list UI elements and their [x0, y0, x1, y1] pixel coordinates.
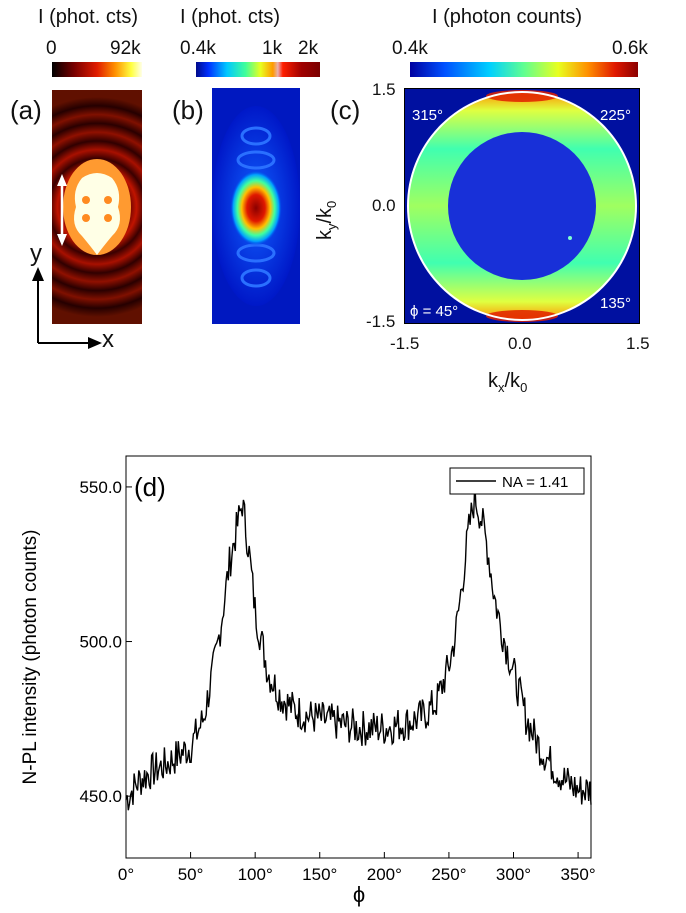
colorbar-b-tick-3: 2k: [298, 38, 319, 59]
plot-frame: [125, 455, 592, 859]
panel-d-letter: (d): [134, 472, 166, 502]
colorbar-a-min: 0: [46, 38, 57, 59]
panel-c-xtick-2: 0.0: [508, 334, 532, 353]
angle-label-135: 135°: [600, 295, 631, 312]
colorbar-a-title: I (phot. cts): [38, 6, 139, 28]
axis-y-label: y: [30, 240, 42, 267]
panel-a-image: [52, 90, 142, 324]
legend: NA = 1.41: [449, 467, 585, 495]
x-tick-label: 200°: [367, 865, 402, 884]
x-axis-label: ϕ: [353, 882, 365, 907]
x-tick-label: 250°: [431, 865, 466, 884]
x-tick-label: 50°: [178, 865, 204, 884]
colorbar-a: [52, 62, 142, 77]
axis-x-label: x: [102, 326, 114, 353]
panel-c-xtick-3: 1.5: [626, 334, 650, 353]
colorbar-b-title: I (phot. cts): [180, 6, 281, 28]
legend-label: NA = 1.41: [502, 474, 568, 491]
colorbar-a-max: 92k: [110, 38, 141, 59]
colorbar-c-min: 0.4k: [392, 38, 428, 59]
colorbar-b-tick-1: 0.4k: [180, 38, 216, 59]
panel-c-ytick-3: -1.5: [366, 312, 396, 331]
angle-label-225: 225°: [600, 107, 631, 124]
angle-label-315: 315°: [412, 107, 443, 124]
colorbar-c-title: I (photon counts): [432, 6, 583, 28]
panel-c-ylabel: ky/k0: [314, 200, 339, 240]
panel-c-xtick-1: -1.5: [390, 334, 420, 353]
y-tick-label: 450.0: [79, 787, 122, 806]
x-tick-label: 350°: [560, 865, 595, 884]
angle-label-45: ϕ = 45°: [410, 303, 458, 320]
y-tick-label: 550.0: [79, 478, 122, 497]
y-tick-label: 500.0: [79, 633, 122, 652]
panel-c-ytick-1: 1.5: [372, 80, 396, 99]
colorbar-c: [410, 62, 638, 77]
x-tick-label: 150°: [302, 865, 337, 884]
series-line: [125, 481, 592, 811]
colorbar-b: [196, 62, 320, 77]
x-tick-label: 100°: [238, 865, 273, 884]
panel-c-frame: [404, 88, 640, 324]
panel-b-image: [212, 88, 300, 324]
colorbar-b-tick-2: 1k: [262, 38, 283, 59]
y-axis-label: N-PL intensity (photon counts): [20, 530, 41, 785]
colorbar-c-max: 0.6k: [612, 38, 648, 59]
x-tick-label: 0°: [118, 865, 134, 884]
panel-b-letter: (b): [172, 95, 204, 125]
panel-c-image: 315° 225° 135° ϕ = 45°: [404, 88, 640, 324]
panel-c-letter: (c): [330, 95, 361, 125]
panel-d-chart: (d) 0° 50° 100° 150° 200° 250° 300° 350° 450.0 50…: [20, 455, 596, 907]
panel-c-ytick-2: 0.0: [372, 196, 396, 215]
x-tick-label: 300°: [496, 865, 531, 884]
panel-a-letter: (a): [10, 95, 42, 125]
panel-c-xlabel: kx/k0: [488, 370, 528, 395]
xy-axes-arrows: [32, 267, 102, 349]
